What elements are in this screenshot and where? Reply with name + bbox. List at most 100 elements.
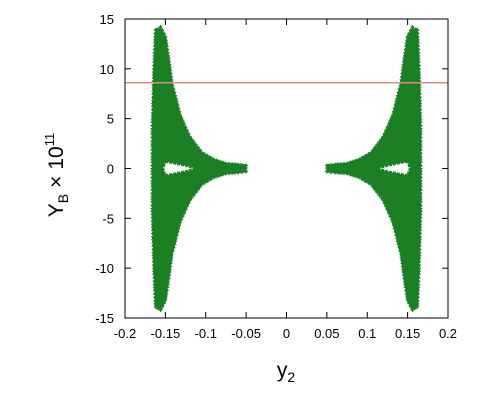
plus-marker [382,201,387,206]
plus-marker [333,162,337,167]
plus-marker [173,93,178,98]
data-layer [150,25,423,312]
plus-marker [214,174,219,179]
data-cluster-left [151,25,248,312]
plus-marker [244,163,249,168]
plus-marker [211,175,216,180]
marker-edge-right [324,25,423,312]
y-tick-label: 0 [107,162,114,177]
x-tick-label: -0.1 [195,326,217,341]
x-tick-label: -0.05 [231,326,261,341]
plus-marker [369,150,374,155]
plus-marker [195,187,200,192]
plus-marker [384,204,389,209]
plus-marker [391,109,396,114]
plus-marker [199,182,204,187]
plus-marker [366,180,371,185]
plus-marker [217,173,222,178]
plus-marker [187,198,192,203]
plus-marker [158,308,163,312]
plus-marker [395,239,400,244]
plus-marker [381,198,386,203]
plus-marker [369,182,374,187]
plus-marker [396,242,401,247]
plus-marker [388,118,393,123]
plus-marker [220,160,225,165]
plus-marker [197,185,202,190]
plus-marker [214,158,219,163]
plus-marker [389,217,394,222]
plus-marker [328,170,333,174]
plus-marker [202,180,207,185]
plus-marker [193,190,198,195]
plus-marker [173,96,178,101]
plus-marker [175,103,180,108]
plus-marker [177,112,182,117]
plus-marker [357,175,362,180]
plus-marker [351,159,356,164]
plus-marker [176,106,181,111]
plus-marker [186,131,191,136]
plus-marker [172,242,177,247]
plus-marker [363,179,368,183]
plus-marker [174,99,179,104]
plus-marker [366,152,371,157]
plus-marker [345,171,350,176]
plus-marker [371,185,376,190]
plus-marker [172,90,177,95]
plus-marker [379,137,384,142]
plus-marker [385,207,390,212]
plus-marker [208,155,213,160]
plus-marker [388,214,393,219]
plus-marker [217,159,222,164]
plus-marker [397,245,402,250]
plus-marker [177,220,182,225]
x-tick-label: 0.2 [439,326,457,341]
plus-marker [394,99,399,104]
y-tick-label: 5 [107,112,114,127]
plus-marker [220,172,225,177]
plus-marker [392,106,397,111]
plus-marker [392,226,397,231]
plus-marker [360,177,365,182]
y-axis-label: YB × 1011 [42,133,71,217]
plus-marker [393,103,398,108]
plus-marker [205,154,210,158]
plus-marker [410,308,415,312]
x-tick-label: 0 [283,326,290,341]
plus-marker [375,190,380,195]
plus-marker [395,96,400,101]
plus-marker [189,195,194,200]
plus-marker [407,31,412,36]
plus-marker [389,115,394,120]
plus-marker [161,31,166,36]
plus-marker [197,147,202,152]
plus-marker [391,112,396,117]
y-tick-label: 15 [100,12,114,27]
plus-marker [386,210,391,215]
plus-marker [363,154,368,158]
x-tick-label: 0.05 [314,326,339,341]
plus-marker [377,139,382,144]
tick-layer: -0.2 -0.15 -0.1 -0.05 0 0.05 0.1 0.15 0.2 -15 -10 -… [95,12,457,341]
plus-marker [183,125,188,130]
plus-marker [177,109,182,114]
plus-marker [153,31,158,36]
plus-marker [398,84,403,88]
y-tick-label: -15 [95,311,114,326]
plus-marker [415,31,420,36]
plus-marker [176,226,181,231]
plus-marker [182,210,187,215]
y-tick-label: 10 [100,62,114,77]
plus-marker [244,169,249,174]
plus-marker [394,233,399,238]
x-tick-label: 0.15 [395,326,420,341]
plus-marker [410,25,415,29]
plus-marker [177,223,182,228]
plus-marker [371,147,376,152]
plus-marker [240,170,245,174]
plus-marker [386,122,391,127]
x-axis-label: y2 [277,359,296,385]
plus-marker [377,193,382,198]
